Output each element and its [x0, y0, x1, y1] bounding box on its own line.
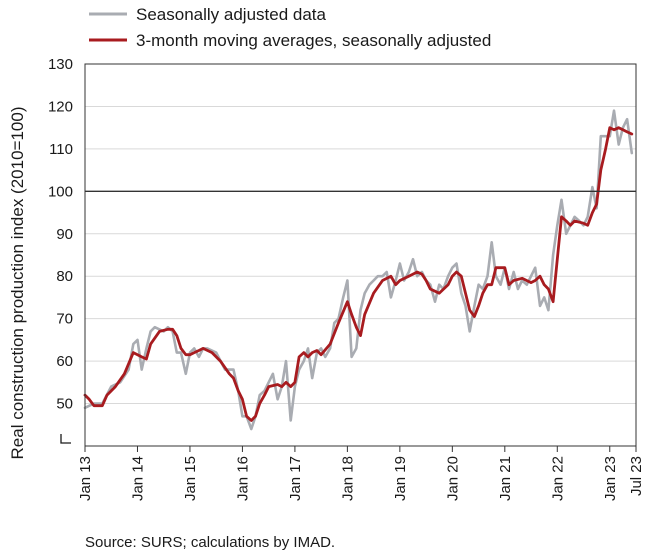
y-axis-title: Real construction production index (2010…	[8, 107, 27, 460]
legend: Seasonally adjusted data 3-month moving …	[89, 5, 491, 50]
x-tick-label: Jan 22	[549, 456, 566, 501]
y-tick-label-60: 60	[56, 353, 73, 370]
series-line-moving-average	[83, 126, 634, 422]
x-tick-label: Jul 23	[628, 456, 645, 496]
y-tick-label-50: 50	[56, 396, 73, 413]
x-tick-label: Jan 18	[339, 456, 356, 501]
x-tick-label: Jan 23	[602, 456, 619, 501]
x-tick-label: Jan 13	[77, 456, 94, 501]
legend-label-moving-average: 3-month moving averages, seasonally adju…	[136, 31, 491, 50]
x-tick-label: Jan 19	[392, 456, 409, 501]
y-tick-label-130: 130	[48, 56, 73, 73]
y-tick-label-120: 120	[48, 98, 73, 115]
axis-break-icon	[60, 434, 71, 444]
y-tick-label-110: 110	[49, 141, 73, 158]
tick-layer: 50 60 70 80 90 100 110 120 130 Jan 13 Jan 14 Jan 15…	[48, 56, 645, 501]
x-tick-label: Jan 20	[444, 456, 461, 501]
y-tick-label-70: 70	[56, 311, 73, 328]
series-layer	[83, 109, 634, 431]
y-tick-label-100: 100	[48, 183, 73, 200]
x-tick-label: Jan 16	[234, 456, 251, 501]
x-tick-label: Jan 14	[130, 456, 147, 501]
plot-frame	[84, 63, 637, 447]
legend-label-seasonally-adjusted: Seasonally adjusted data	[136, 5, 327, 24]
source-note: Source: SURS; calculations by IMAD.	[85, 534, 336, 551]
x-tick-label: Jan 21	[497, 456, 514, 501]
y-tick-label-90: 90	[56, 226, 73, 243]
x-tick-label: Jan 17	[287, 456, 304, 501]
x-tick-label: Jan 15	[182, 456, 199, 501]
frame-layer	[84, 63, 637, 447]
y-tick-label-80: 80	[56, 268, 73, 285]
series-line-seasonally-adjusted	[83, 109, 634, 431]
